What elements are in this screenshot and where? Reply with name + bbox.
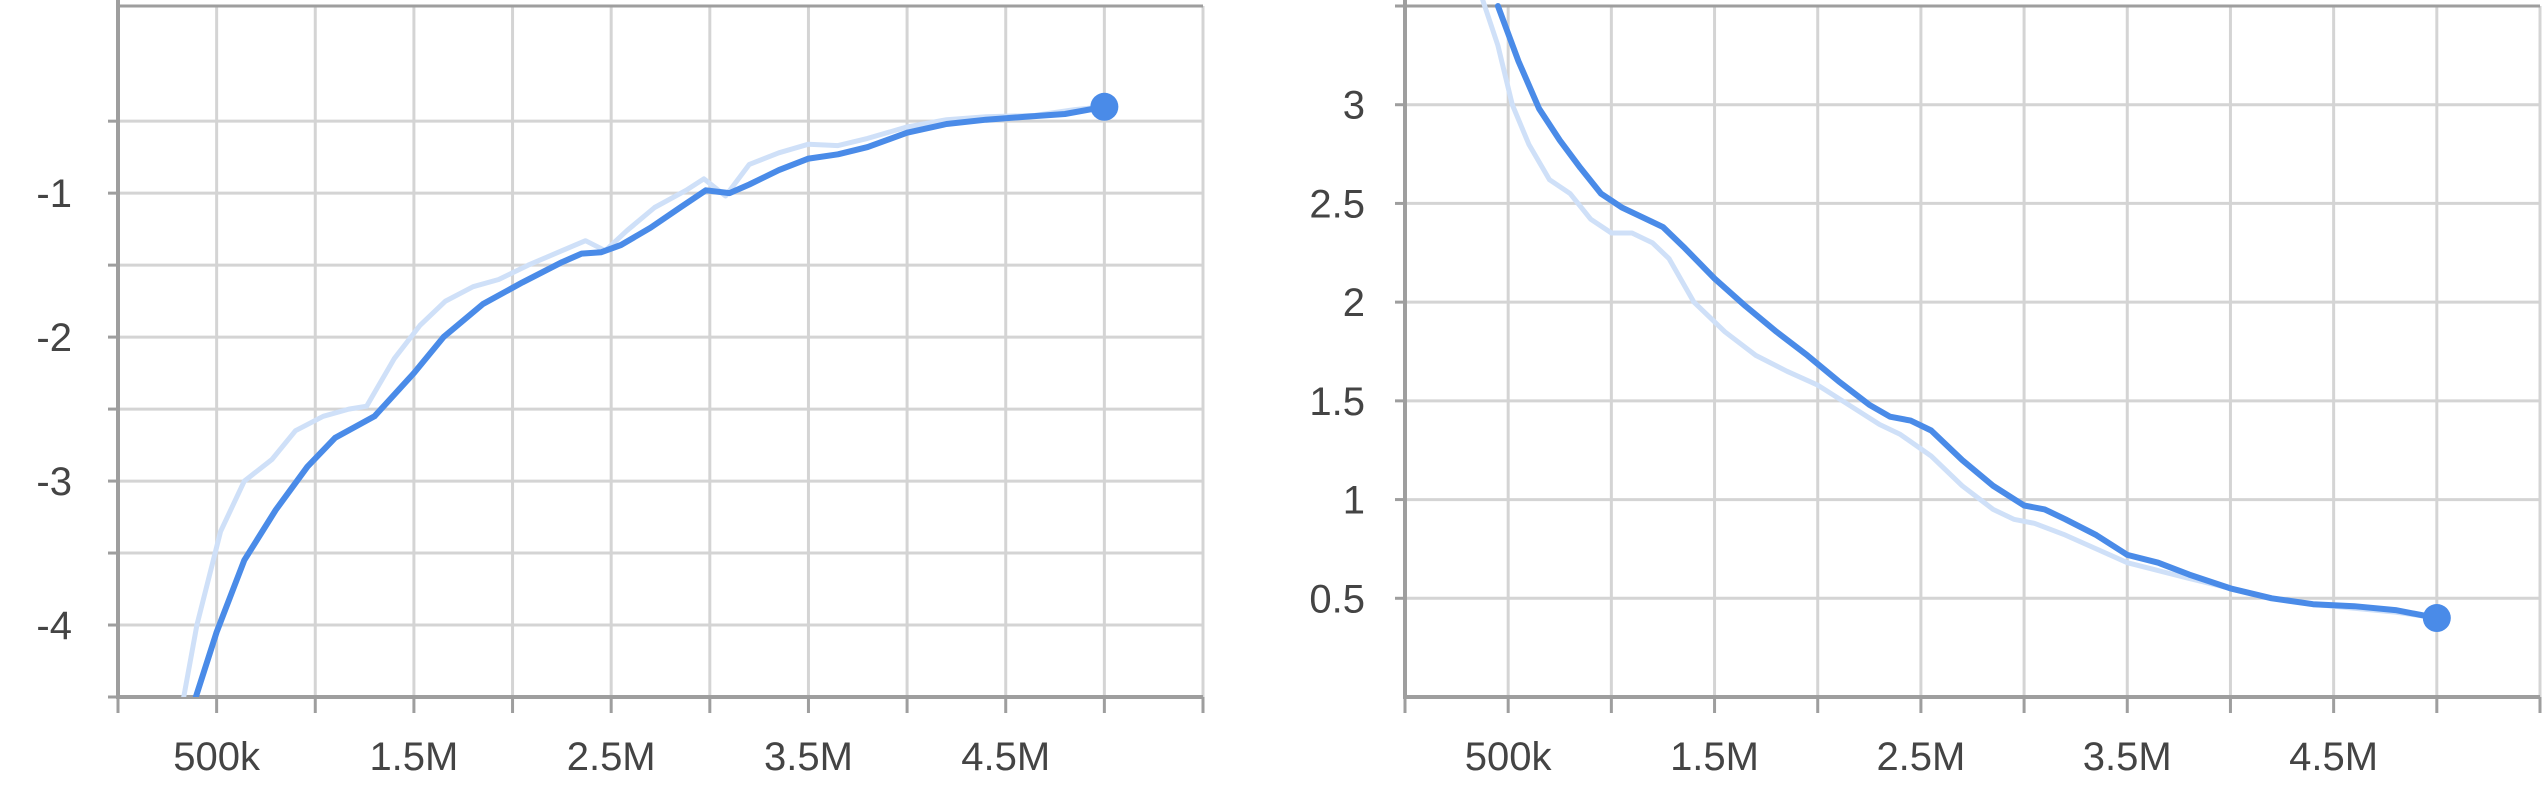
x-tick-label: 4.5M [2289,735,2378,779]
y-tick-label: -2 [36,316,72,360]
x-tick-label: 3.5M [2083,735,2172,779]
y-tick-label: -1 [36,172,72,216]
x-tick-label: 1.5M [1670,735,1759,779]
x-tick-label: 2.5M [567,735,656,779]
chart-right: 500k 1.5M 2.5M 3.5M 4.5M 0.5 1 1.5 2 2.5 3 [1309,0,2542,779]
axes [1395,0,2542,713]
plot-area [1480,0,2440,621]
series-line-smoothed [192,103,1108,697]
series-line-smoothed [1494,3,2440,621]
y-tick-label: 2.5 [1309,182,1365,226]
grid [118,4,1205,699]
x-tick-label: 1.5M [369,735,458,779]
x-tick-label: 500k [173,735,261,779]
series-line-raw [1480,0,2440,621]
series-line-raw [181,104,1107,697]
tick-labels: 500k 1.5M 2.5M 3.5M 4.5M -1 -2 -3 -4 [36,172,1050,779]
tick-labels: 500k 1.5M 2.5M 3.5M 4.5M 0.5 1 1.5 2 2.5 3 [1309,84,2378,779]
y-tick-label: 1 [1343,479,1365,523]
chart-panel-left: 500k 1.5M 2.5M 3.5M 4.5M -1 -2 -3 -4 [0,0,1216,792]
series-end-point [2422,604,2451,633]
series-end-point [1090,92,1119,121]
plot-area [181,103,1108,697]
axes [108,0,1205,713]
x-tick-label: 4.5M [961,735,1050,779]
chart-left: 500k 1.5M 2.5M 3.5M 4.5M -1 -2 -3 -4 [36,0,1205,779]
x-tick-label: 2.5M [1876,735,1965,779]
chart-panel-right: 500k 1.5M 2.5M 3.5M 4.5M 0.5 1 1.5 2 2.5 3 [1290,0,2548,792]
y-tick-label: 3 [1343,84,1365,128]
x-tick-label: 3.5M [764,735,853,779]
grid [1405,4,2542,697]
y-tick-label: 2 [1343,281,1365,325]
y-tick-label: -3 [36,460,72,504]
y-tick-label: -4 [36,604,72,648]
y-tick-label: 1.5 [1309,380,1365,424]
y-tick-label: 0.5 [1309,577,1365,621]
x-tick-label: 500k [1465,735,1553,779]
